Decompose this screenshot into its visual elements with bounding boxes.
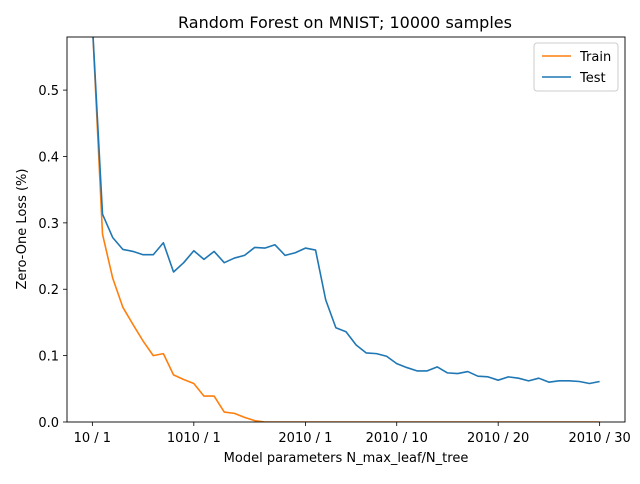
plot-area bbox=[92, 37, 600, 422]
y-tick-label: 0.2 bbox=[38, 283, 59, 298]
y-axis-label: Zero-One Loss (%) bbox=[15, 169, 30, 290]
x-tick-label: 10 / 1 bbox=[74, 431, 111, 446]
y-tick-label: 0.5 bbox=[38, 84, 59, 99]
x-tick-label: 2010 / 20 bbox=[467, 431, 529, 446]
x-tick-label: 2010 / 1 bbox=[278, 431, 332, 446]
y-tick-label: 0.0 bbox=[38, 416, 59, 431]
legend-box bbox=[533, 42, 619, 92]
x-tick-label: 2010 / 30 bbox=[568, 431, 630, 446]
plot-frame bbox=[66, 36, 626, 423]
x-tick-label: 1010 / 1 bbox=[167, 431, 221, 446]
y-axis-ticks: 0.0 0.1 0.2 0.3 0.4 0.5 bbox=[38, 84, 67, 431]
legend-label-train: Train bbox=[579, 50, 611, 65]
x-tick-label: 2010 / 10 bbox=[366, 431, 428, 446]
series-line-test bbox=[92, 37, 600, 385]
y-tick-label: 0.3 bbox=[38, 217, 59, 232]
legend: Train Test bbox=[533, 42, 619, 92]
chart-title: Random Forest on MNIST; 10000 samples bbox=[178, 13, 512, 32]
x-axis-label: Model parameters N_max_leaf/N_tree bbox=[224, 451, 469, 466]
series-line-train bbox=[92, 37, 600, 422]
y-tick-label: 0.4 bbox=[38, 150, 59, 165]
legend-label-test: Test bbox=[579, 71, 606, 86]
x-axis-ticks: 10 / 1 1010 / 1 2010 / 1 2010 / 10 2010 / 20… bbox=[74, 422, 631, 446]
y-tick-label: 0.1 bbox=[38, 350, 59, 365]
